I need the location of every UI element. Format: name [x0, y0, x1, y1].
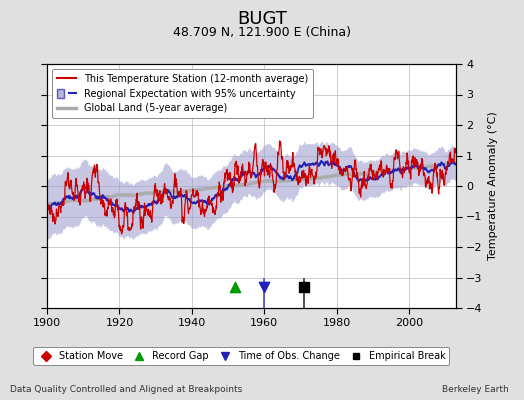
- Point: [300, 284, 308, 290]
- Y-axis label: Temperature Anomaly (°C): Temperature Anomaly (°C): [488, 112, 498, 260]
- Text: 48.709 N, 121.900 E (China): 48.709 N, 121.900 E (China): [173, 26, 351, 39]
- Point: [231, 284, 239, 290]
- Text: Berkeley Earth: Berkeley Earth: [442, 385, 508, 394]
- Point: [260, 284, 268, 290]
- Text: Data Quality Controlled and Aligned at Breakpoints: Data Quality Controlled and Aligned at B…: [10, 385, 243, 394]
- Legend: This Temperature Station (12-month average), Regional Expectation with 95% uncer: This Temperature Station (12-month avera…: [52, 69, 313, 118]
- Legend: Station Move, Record Gap, Time of Obs. Change, Empirical Break: Station Move, Record Gap, Time of Obs. C…: [32, 347, 450, 365]
- Text: BUGT: BUGT: [237, 10, 287, 28]
